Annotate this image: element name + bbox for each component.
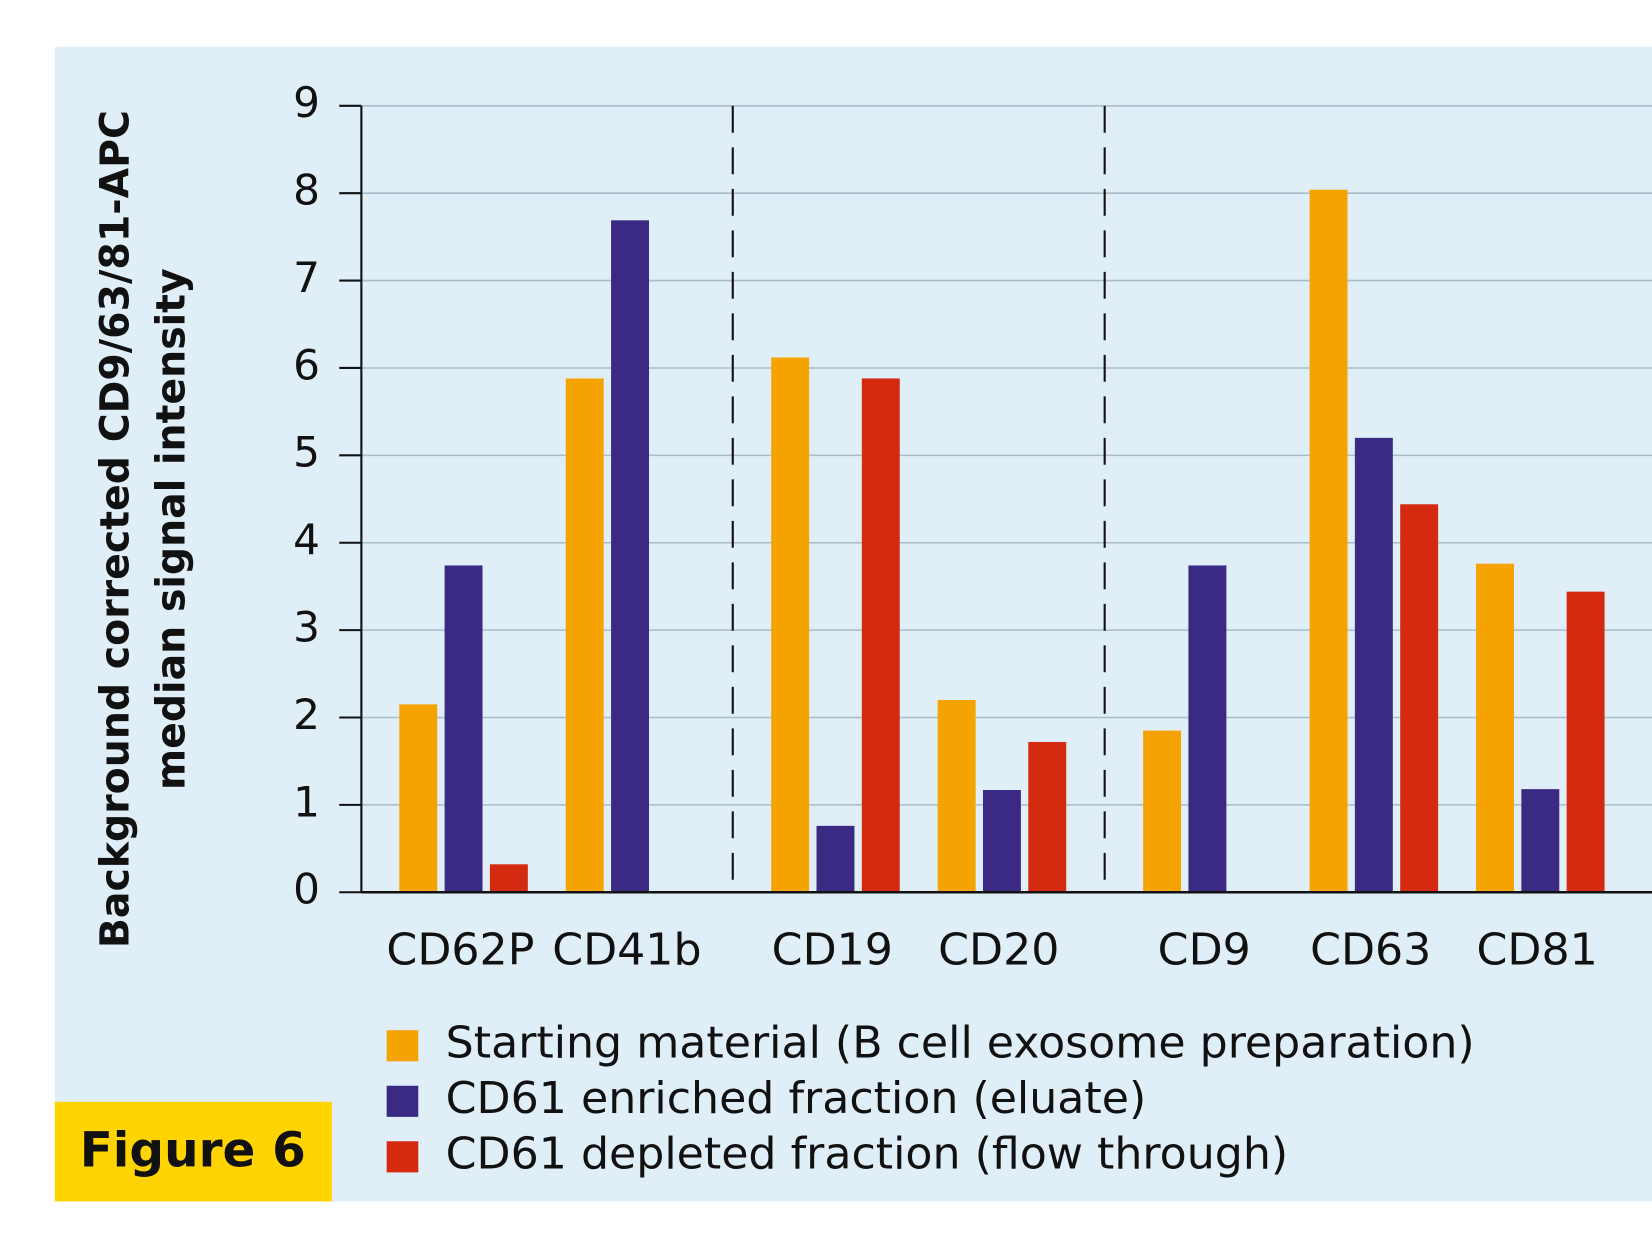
bar	[1400, 504, 1439, 893]
bar	[937, 700, 976, 893]
y-tick-label: 4	[293, 515, 320, 564]
y-tick-label: 8	[293, 166, 320, 215]
x-tick-label: CD20	[938, 925, 1059, 976]
x-tick-label: CD62P	[386, 925, 534, 976]
legend-label: CD61 enriched fraction (eluate)	[446, 1074, 1147, 1125]
x-tick-label: CD41b	[552, 925, 701, 976]
bar	[861, 378, 900, 893]
legend-swatch	[386, 1141, 419, 1173]
legend-label: Starting material (B cell exosome prepar…	[446, 1018, 1475, 1069]
bar	[489, 864, 528, 893]
x-tick-label: CD81	[1477, 925, 1598, 976]
y-tick-label: 9	[293, 79, 320, 128]
y-axis-title: median signal intensity	[148, 268, 194, 790]
legend-swatch	[386, 1085, 419, 1117]
bar	[1566, 591, 1605, 893]
bar	[444, 565, 483, 893]
legend-swatch	[386, 1030, 419, 1062]
y-tick-label: 0	[293, 865, 320, 914]
y-tick-label: 3	[293, 603, 320, 652]
legend-label: CD61 depleted fraction (flow through)	[446, 1129, 1288, 1180]
y-tick-label: 6	[293, 341, 320, 390]
bar	[1188, 565, 1227, 893]
y-tick-label: 1	[293, 778, 320, 827]
bar	[816, 825, 855, 893]
x-tick-label: CD9	[1158, 925, 1251, 976]
x-tick-label: CD63	[1310, 925, 1431, 976]
bar	[771, 357, 810, 893]
bar	[611, 220, 649, 893]
bar	[1028, 741, 1067, 893]
bar	[565, 378, 604, 893]
figure-badge: Figure 6	[80, 1123, 306, 1179]
bar	[1354, 437, 1393, 893]
bar	[1143, 730, 1182, 893]
y-tick-label: 5	[293, 428, 320, 477]
x-tick-label: CD19	[772, 925, 893, 976]
bar	[1309, 189, 1348, 893]
bar	[399, 704, 438, 893]
bar	[982, 790, 1021, 893]
badge-box	[54, 1101, 332, 1202]
bar	[1476, 563, 1514, 893]
y-tick-label: 7	[293, 253, 320, 302]
bar	[1521, 789, 1560, 893]
y-axis-title: Background corrected CD9/63/81-APC	[92, 110, 138, 948]
y-tick-label: 2	[293, 690, 320, 739]
